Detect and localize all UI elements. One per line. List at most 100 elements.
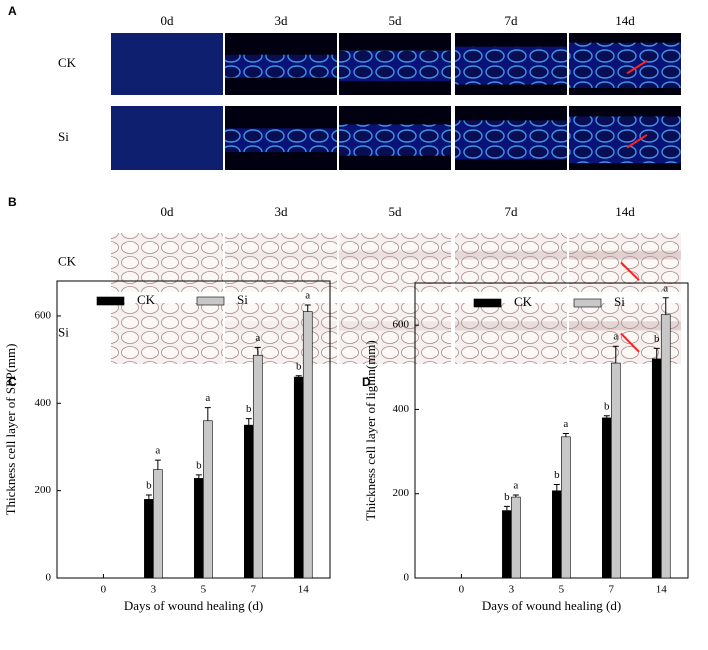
tissue — [225, 128, 337, 153]
bar — [660, 314, 671, 579]
bar — [243, 424, 254, 579]
micrograph — [111, 303, 223, 364]
micrograph — [111, 233, 223, 292]
micrograph — [569, 233, 681, 292]
legend-label: CK — [137, 292, 156, 307]
day-label: 14d — [615, 13, 635, 28]
arrow — [620, 261, 640, 281]
y-axis-title: Thickness cell layer of lignin(mm) — [363, 340, 378, 521]
day-label: 14d — [615, 204, 635, 219]
plot-frame — [414, 282, 689, 579]
error-bar — [503, 505, 510, 511]
y-tick-label: 200 — [393, 487, 410, 499]
legend-label: Si — [237, 292, 248, 307]
error-bar — [553, 483, 560, 491]
panel-label: C — [8, 375, 17, 389]
bar — [601, 417, 612, 579]
x-axis-title: Days of wound healing (d) — [482, 598, 621, 613]
stain — [339, 321, 451, 331]
day-label: 0d — [161, 204, 175, 219]
tissue — [569, 42, 681, 88]
error-bar — [512, 494, 519, 498]
y-tick-label: 400 — [393, 403, 410, 415]
x-tick-label: 5 — [201, 584, 207, 596]
stain — [455, 250, 567, 260]
error-bar — [662, 297, 669, 315]
bar — [552, 490, 562, 579]
bar — [561, 436, 571, 579]
row-label: Si — [58, 129, 69, 144]
stain — [455, 321, 567, 331]
x-tick-label: 14 — [656, 584, 668, 596]
day-label: 7d — [505, 13, 519, 28]
micrograph — [111, 106, 223, 170]
significance-letter: a — [613, 331, 618, 343]
significance-letter: a — [663, 282, 668, 294]
x-tick-label: 5 — [559, 584, 565, 596]
y-tick-label: 600 — [393, 319, 410, 331]
legend-swatch — [196, 296, 225, 306]
error-bar — [154, 459, 161, 470]
y-tick-label: 0 — [46, 572, 52, 584]
x-axis-title: Days of wound healing (d) — [124, 598, 263, 613]
micrograph — [339, 303, 451, 364]
x-tick-label: 7 — [609, 584, 615, 596]
row-label: Si — [58, 324, 69, 339]
day-label: 5d — [389, 204, 403, 219]
bar — [252, 354, 263, 579]
panel-label: A — [8, 4, 17, 18]
stain — [225, 321, 337, 331]
arrow — [626, 133, 648, 149]
significance-letter: b — [504, 491, 510, 503]
bar — [651, 358, 662, 579]
error-bar — [304, 304, 311, 312]
significance-letter: b — [296, 360, 302, 372]
tissue — [455, 46, 567, 85]
error-bar — [562, 432, 569, 437]
bar — [144, 499, 154, 579]
tissue — [455, 120, 567, 160]
significance-letter: b — [604, 400, 610, 412]
panel-label: D — [362, 375, 371, 389]
error-bar — [603, 415, 610, 418]
bar — [610, 362, 621, 579]
x-tick-label: 14 — [298, 584, 310, 596]
micrograph — [225, 233, 337, 292]
micrograph — [455, 233, 567, 292]
significance-letter: a — [513, 480, 518, 492]
arrow — [620, 332, 640, 353]
error-bar — [145, 494, 152, 500]
stain — [569, 321, 681, 331]
error-bar — [204, 407, 211, 421]
y-tick-label: 400 — [35, 397, 52, 409]
stain — [569, 250, 681, 260]
micrograph — [339, 233, 451, 292]
micrograph — [455, 303, 567, 364]
significance-letter: b — [246, 403, 252, 415]
plot-frame — [56, 280, 331, 579]
bar — [302, 311, 313, 579]
panel-label: B — [8, 195, 17, 209]
bar — [194, 478, 204, 579]
stain — [225, 250, 337, 260]
row-label: CK — [58, 253, 77, 268]
y-axis-title: Thickness cell layer of SPP(mm) — [3, 344, 18, 516]
micrograph — [111, 33, 223, 95]
legend-label: CK — [514, 294, 533, 309]
legend-label: Si — [614, 294, 625, 309]
significance-letter: b — [554, 469, 560, 481]
tissue — [339, 50, 451, 82]
x-tick-label: 0 — [101, 584, 107, 596]
tissue — [225, 54, 337, 78]
x-tick-label: 3 — [509, 584, 515, 596]
error-bar — [612, 345, 619, 364]
day-label: 5d — [389, 13, 403, 28]
bar — [502, 510, 512, 579]
error-bar — [254, 346, 261, 356]
x-tick-label: 3 — [151, 584, 157, 596]
y-tick-label: 600 — [35, 309, 52, 321]
significance-letter: b — [654, 333, 660, 345]
y-tick-label: 0 — [404, 572, 410, 584]
row-label: CK — [58, 55, 77, 70]
